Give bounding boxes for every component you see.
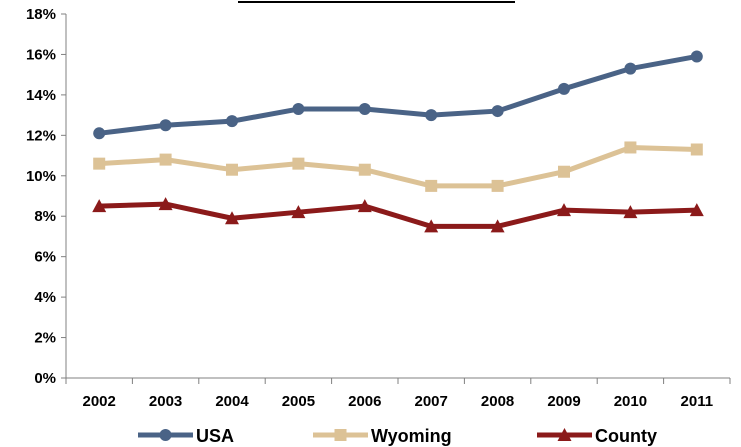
x-tick-label: 2005: [282, 393, 315, 410]
legend-label-usa: USA: [196, 426, 234, 446]
legend-label-county: County: [595, 426, 657, 446]
data-point-usa: [558, 82, 570, 95]
y-tick-label: 16%: [26, 46, 56, 63]
x-tick-label: 2008: [481, 393, 514, 410]
y-tick-label: 18%: [26, 6, 56, 23]
y-tick-label: 2%: [34, 330, 56, 347]
data-point-county: [158, 197, 173, 211]
data-point-county: [689, 203, 704, 217]
x-tick-label: 2002: [83, 393, 116, 410]
data-point-wyoming: [624, 141, 637, 154]
data-point-county: [424, 219, 439, 233]
data-point-usa: [690, 50, 703, 63]
x-tick-label: 2010: [614, 393, 647, 410]
legend-marker-usa: [159, 429, 172, 441]
x-tick-label: 2003: [149, 393, 182, 410]
series-layer: [92, 50, 704, 233]
data-point-usa: [292, 103, 305, 116]
y-tick-label: 12%: [26, 127, 56, 144]
data-point-county: [291, 205, 306, 219]
data-point-usa: [425, 109, 438, 122]
y-tick-label: 10%: [26, 168, 56, 185]
data-point-wyoming: [558, 165, 570, 178]
axes: 0% 2% 4% 6% 8% 10% 12% 14% 16% 18% 2002 2003 2004 200…: [26, 6, 731, 410]
data-point-county: [357, 199, 372, 213]
y-tick-label: 8%: [34, 208, 56, 225]
data-point-county: [557, 203, 571, 217]
data-point-wyoming: [358, 163, 371, 176]
data-point-county: [623, 205, 638, 219]
data-point-county: [225, 211, 239, 225]
data-point-wyoming: [425, 179, 438, 192]
y-tick-label: 4%: [34, 289, 56, 306]
data-point-wyoming: [690, 143, 703, 156]
series-line-county: [99, 201, 697, 229]
data-point-usa: [624, 62, 637, 75]
x-tick-label: 2004: [215, 393, 249, 410]
data-point-usa: [491, 105, 504, 118]
y-tick-label: 14%: [26, 87, 56, 104]
y-tick-label: 6%: [34, 249, 56, 266]
y-tick-label: 0%: [34, 370, 56, 387]
x-tick-label: 2007: [415, 393, 448, 410]
data-point-usa: [226, 115, 238, 128]
data-point-usa: [93, 127, 106, 140]
series-line-wyoming: [99, 144, 697, 189]
data-point-wyoming: [93, 157, 106, 170]
x-tick-label: 2011: [681, 393, 714, 410]
legend: USA Wyoming County: [138, 426, 657, 446]
legend-label-wyoming: Wyoming: [371, 426, 452, 446]
data-point-usa: [159, 119, 172, 132]
data-point-county: [92, 199, 107, 213]
legend-marker-county: [557, 428, 572, 441]
legend-marker-wyoming: [334, 429, 347, 441]
x-tick-label: 2006: [348, 393, 381, 410]
data-point-wyoming: [292, 157, 305, 170]
data-point-usa: [358, 103, 371, 116]
data-point-wyoming: [226, 163, 238, 176]
data-point-wyoming: [491, 179, 504, 192]
x-tick-label: 2009: [547, 393, 580, 410]
data-point-county: [490, 219, 505, 233]
data-point-wyoming: [159, 153, 172, 166]
series-line-usa: [98, 54, 698, 136]
